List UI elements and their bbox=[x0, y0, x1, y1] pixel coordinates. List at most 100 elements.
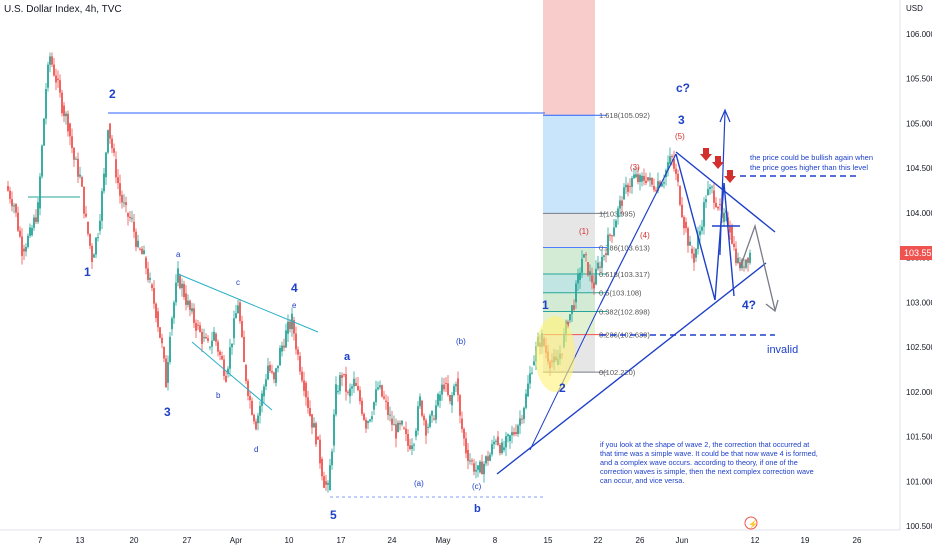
price-tick-label: 104.500 bbox=[906, 164, 932, 173]
candle-body bbox=[55, 75, 57, 83]
candle-body bbox=[369, 419, 371, 422]
candle-body bbox=[617, 208, 619, 218]
time-tick-label: 22 bbox=[594, 536, 603, 545]
candle-body bbox=[237, 305, 239, 314]
candle-body bbox=[345, 374, 347, 392]
candle-body bbox=[677, 173, 679, 182]
candle-body bbox=[385, 400, 387, 403]
candle-body bbox=[681, 204, 683, 218]
fib-level-label: 0.618(103.317) bbox=[599, 270, 650, 279]
candle-body bbox=[31, 227, 33, 236]
candle-body bbox=[339, 375, 341, 392]
candle-body bbox=[67, 113, 69, 132]
candle-body bbox=[281, 345, 283, 352]
candle-body bbox=[439, 394, 441, 401]
price-tick-label: 104.000 bbox=[906, 209, 932, 218]
candle-body bbox=[373, 402, 375, 410]
candle-body bbox=[643, 175, 645, 181]
candle-body bbox=[37, 202, 39, 222]
wave-label: 4 bbox=[291, 281, 298, 295]
candle-body bbox=[267, 365, 269, 380]
candle-body bbox=[393, 424, 395, 426]
candle-body bbox=[657, 181, 659, 191]
candle-body bbox=[381, 385, 383, 397]
candle-body bbox=[271, 371, 273, 373]
wave2-highlight bbox=[535, 316, 575, 392]
candle-body bbox=[363, 413, 365, 420]
candle-body bbox=[669, 156, 671, 164]
wave-label: 5 bbox=[330, 508, 337, 522]
wave-label: 2 bbox=[559, 381, 566, 395]
fib-level-label: 0.5(103.108) bbox=[599, 289, 642, 298]
candle-body bbox=[517, 425, 519, 435]
bullish-projection-arrow bbox=[719, 111, 726, 256]
candle-body bbox=[85, 213, 87, 217]
time-tick-label: 24 bbox=[388, 536, 397, 545]
candle-body bbox=[653, 186, 655, 190]
candle-body bbox=[663, 182, 665, 184]
candle-body bbox=[299, 356, 301, 372]
candle-body bbox=[567, 321, 569, 328]
candle-body bbox=[121, 195, 123, 203]
wave-theory-note: that time was a simple wave. It could be… bbox=[600, 449, 818, 458]
wave-drawings[interactable]: ⚡ 2 1 3 4 5 1 2 3 c? 4? a b c d e a (a) (b) (c) b (1) (3) (4) (5… bbox=[28, 81, 873, 530]
down-arrow-icon bbox=[715, 156, 721, 162]
candle-body bbox=[125, 202, 127, 206]
candle-body bbox=[323, 476, 325, 488]
candle-body bbox=[597, 262, 599, 269]
candle-body bbox=[305, 382, 307, 398]
chart-title: U.S. Dollar Index, 4h, TVC bbox=[4, 4, 122, 15]
candle-body bbox=[509, 435, 511, 442]
candle-body bbox=[103, 173, 105, 192]
candle-body bbox=[465, 438, 467, 454]
wave-label: c? bbox=[676, 81, 690, 95]
candle-body bbox=[619, 200, 621, 209]
candle-body bbox=[411, 445, 413, 450]
candle-body bbox=[425, 420, 427, 436]
candle-body bbox=[525, 393, 527, 408]
candle-body bbox=[71, 136, 73, 149]
candle-body bbox=[453, 386, 455, 396]
candle-body bbox=[99, 220, 101, 231]
time-tick-label: 8 bbox=[493, 536, 498, 545]
candle-body bbox=[107, 130, 109, 153]
price-axis[interactable]: 106.000 105.500 105.000 104.500 104.000 103.5… bbox=[906, 30, 932, 531]
candle-body bbox=[701, 226, 703, 231]
fib-level-label: 0.382(102.898) bbox=[599, 307, 650, 316]
time-tick-label: 27 bbox=[183, 536, 192, 545]
candle-body bbox=[611, 235, 613, 237]
candle-body bbox=[317, 436, 319, 440]
candle-body bbox=[623, 187, 625, 200]
candle-body bbox=[685, 221, 687, 229]
candle-body bbox=[625, 184, 627, 188]
candle-body bbox=[683, 217, 685, 229]
invalid-label: invalid bbox=[767, 344, 798, 356]
candle-body bbox=[209, 346, 211, 348]
triangle-lower-line bbox=[191, 341, 273, 411]
candle-body bbox=[179, 275, 181, 289]
time-axis[interactable]: 7 13 20 27 Apr 10 17 24 May 8 15 22 26 Jun 12 19 26 bbox=[38, 536, 862, 545]
candle-body bbox=[261, 393, 263, 406]
candle-body bbox=[635, 174, 637, 178]
red-wave-label: (4) bbox=[640, 231, 650, 240]
candle-body bbox=[483, 463, 485, 475]
candle-body bbox=[301, 371, 303, 381]
fib-zone bbox=[543, 115, 595, 214]
candle-body bbox=[383, 396, 385, 399]
candle-body bbox=[515, 432, 517, 435]
candle-body bbox=[89, 233, 91, 246]
price-axis-unit: USD bbox=[906, 4, 923, 13]
wave-label: 2 bbox=[109, 87, 116, 101]
candle-body bbox=[15, 203, 17, 213]
candle-body bbox=[217, 341, 219, 352]
candle-body bbox=[587, 262, 589, 276]
midwave-label: (a) bbox=[414, 479, 424, 488]
candle-body bbox=[709, 187, 711, 190]
subwave-label: d bbox=[254, 445, 258, 454]
candle-body bbox=[211, 340, 213, 347]
candle-body bbox=[181, 283, 183, 289]
wave-theory-note: correction waves is simple, then the nex… bbox=[600, 467, 814, 476]
candle-body bbox=[431, 411, 433, 416]
wave-label: 3 bbox=[678, 113, 685, 127]
